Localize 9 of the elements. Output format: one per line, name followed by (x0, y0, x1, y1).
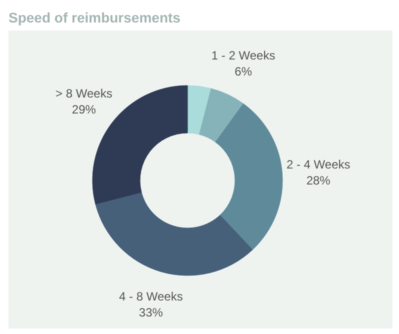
chart-title: Speed of reimbursements (8, 10, 181, 26)
data-label: 28% (306, 173, 331, 188)
slice-label: > 8 Weeks (56, 86, 112, 100)
data-label: 29% (72, 102, 96, 116)
data-label: 6% (234, 64, 252, 79)
slice-label: 4 - 8 Weeks (119, 290, 183, 304)
data-label: 33% (138, 306, 164, 320)
slice-label: 2 - 4 Weeks (286, 157, 350, 172)
slice-label: 1 - 2 Weeks (211, 48, 276, 63)
